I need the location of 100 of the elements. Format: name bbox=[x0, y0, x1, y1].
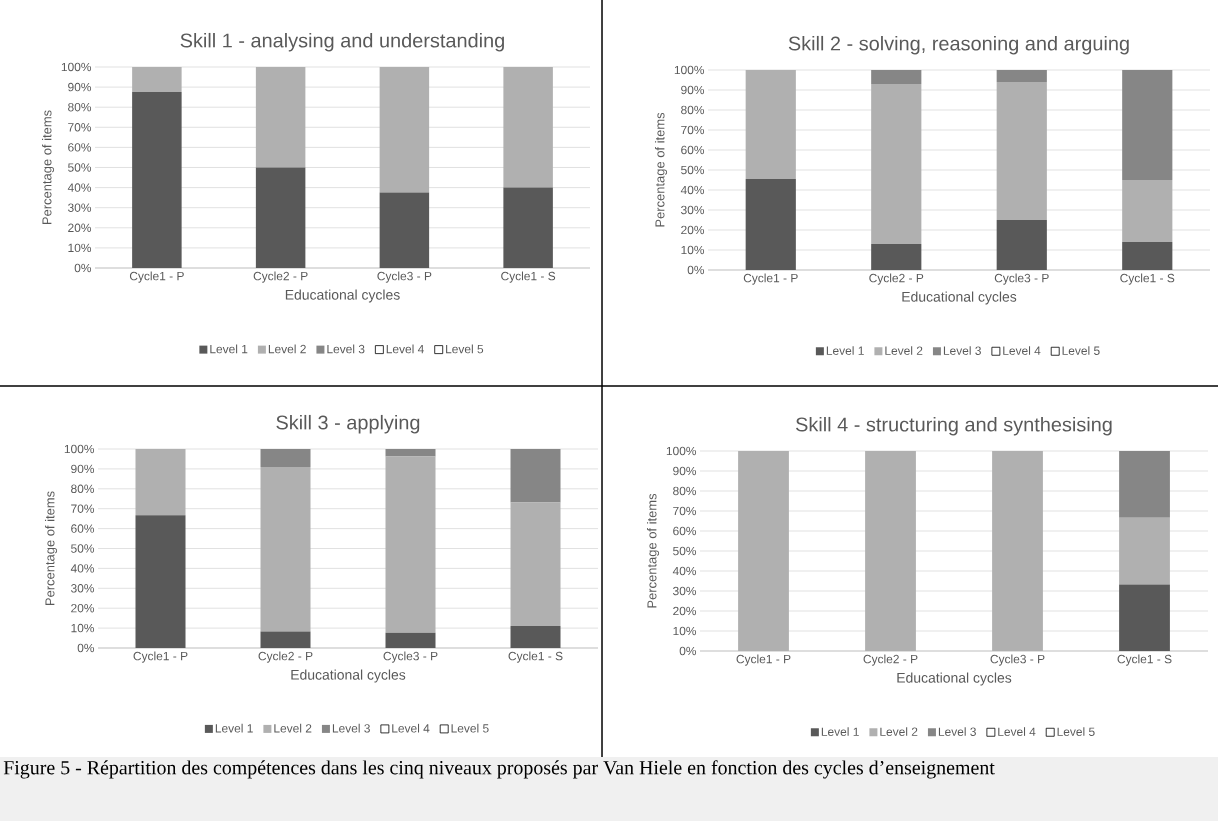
y-tick-label: 40% bbox=[680, 185, 705, 195]
legend-label: Level 2 bbox=[268, 344, 306, 354]
y-tick-label: 90% bbox=[71, 464, 95, 474]
bar bbox=[503, 66, 553, 188]
x-axis-title: Educational cycles bbox=[897, 672, 1012, 686]
legend-label: Level 4 bbox=[392, 723, 430, 733]
bar bbox=[871, 69, 922, 84]
bar bbox=[1122, 241, 1173, 270]
bar bbox=[132, 66, 182, 93]
bar bbox=[1119, 451, 1170, 518]
bar bbox=[871, 83, 922, 244]
y-tick-label: 20% bbox=[681, 225, 705, 235]
bar bbox=[260, 449, 311, 467]
legend-label: Level 5 bbox=[1062, 346, 1100, 355]
legend-label: Level 5 bbox=[446, 344, 484, 354]
y-tick-label: 60% bbox=[71, 524, 95, 533]
bar bbox=[385, 456, 436, 633]
bar bbox=[255, 66, 306, 168]
y-axis-title: Percentage of items bbox=[646, 493, 660, 608]
y-tick-label: 50% bbox=[71, 544, 95, 553]
bar bbox=[260, 631, 311, 648]
y-tick-label: 60% bbox=[673, 526, 697, 536]
y-tick-label: 80% bbox=[71, 484, 95, 494]
legend-label: Level 4 bbox=[998, 727, 1036, 736]
x-tick-label: Cycle3 - P bbox=[990, 654, 1045, 666]
legend-label: Level 1 bbox=[215, 723, 253, 733]
y-tick-label: 60% bbox=[68, 143, 92, 152]
y-tick-label: 90% bbox=[681, 85, 705, 95]
bar bbox=[1119, 517, 1170, 585]
bar bbox=[865, 451, 916, 651]
y-tick-label: 70% bbox=[68, 123, 92, 132]
y-tick-label: 80% bbox=[68, 102, 92, 112]
y-tick-label: 80% bbox=[681, 105, 705, 115]
chart-title: Skill 3 - applying bbox=[276, 414, 420, 434]
bar bbox=[1122, 179, 1173, 242]
bar bbox=[510, 502, 561, 626]
y-tick-label: 100% bbox=[666, 446, 697, 456]
y-tick-label: 30% bbox=[71, 584, 95, 593]
bar bbox=[260, 466, 311, 632]
x-axis-title: Educational cycles bbox=[902, 291, 1017, 305]
chart-title: Skill 1 - analysing and understanding bbox=[180, 32, 504, 52]
legend-label: Level 3 bbox=[938, 727, 976, 736]
x-axis-title: Educational cycles bbox=[291, 669, 406, 683]
y-tick-label: 0% bbox=[687, 265, 705, 275]
bar bbox=[745, 178, 796, 270]
x-tick-label: Cycle1 - P bbox=[129, 271, 184, 283]
x-tick-label: Cycle2 - P bbox=[869, 273, 924, 285]
y-tick-label: 30% bbox=[68, 203, 92, 212]
x-tick-label: Cycle2 - P bbox=[863, 654, 918, 666]
x-tick-label: Cycle1 - P bbox=[736, 654, 791, 666]
bar bbox=[503, 187, 553, 268]
bar bbox=[1119, 584, 1170, 651]
y-tick-label: 50% bbox=[673, 546, 697, 556]
bar bbox=[510, 625, 561, 648]
x-tick-label: Cycle1 - S bbox=[508, 651, 563, 663]
y-tick-label: 10% bbox=[681, 245, 705, 255]
y-tick-label: 0% bbox=[74, 263, 92, 273]
legend-label: Level 3 bbox=[327, 344, 365, 354]
x-tick-label: Cycle3 - P bbox=[994, 273, 1049, 285]
y-tick-label: 0% bbox=[77, 643, 95, 653]
y-tick-label: 100% bbox=[64, 444, 95, 454]
bar bbox=[135, 449, 186, 516]
y-tick-label: 100% bbox=[674, 65, 705, 75]
y-tick-label: 100% bbox=[61, 62, 92, 72]
legend-label: Level 4 bbox=[1003, 346, 1041, 355]
bar bbox=[255, 167, 306, 268]
bar bbox=[996, 219, 1047, 270]
x-tick-label: Cycle2 - P bbox=[258, 651, 313, 663]
y-tick-label: 60% bbox=[681, 145, 705, 155]
y-tick-label: 50% bbox=[681, 165, 705, 175]
x-tick-label: Cycle2 - P bbox=[253, 271, 308, 283]
legend-label: Level 5 bbox=[1057, 727, 1095, 736]
x-tick-label: Cycle1 - S bbox=[501, 271, 556, 283]
x-tick-label: Cycle1 - P bbox=[743, 273, 798, 285]
y-tick-label: 20% bbox=[68, 223, 92, 233]
y-tick-label: 40% bbox=[70, 564, 95, 573]
legend-label: Level 5 bbox=[451, 723, 489, 733]
y-axis-title: Percentage of items bbox=[41, 110, 55, 225]
y-tick-label: 80% bbox=[673, 486, 697, 496]
bar bbox=[992, 451, 1043, 651]
x-tick-label: Cycle3 - P bbox=[377, 271, 432, 283]
x-tick-label: Cycle1 - S bbox=[1117, 654, 1172, 666]
chart-title: Skill 2 - solving, reasoning and arguing bbox=[788, 35, 1129, 55]
y-tick-label: 10% bbox=[673, 626, 697, 636]
bar bbox=[1122, 69, 1173, 180]
x-tick-label: Cycle1 - S bbox=[1120, 273, 1175, 285]
y-tick-label: 20% bbox=[71, 603, 95, 613]
x-axis-title: Educational cycles bbox=[285, 289, 400, 303]
bar bbox=[385, 449, 436, 457]
legend-label: Level 2 bbox=[885, 346, 923, 355]
bar bbox=[745, 69, 796, 179]
y-tick-label: 20% bbox=[673, 606, 697, 616]
legend-label: Level 3 bbox=[332, 723, 370, 733]
bar bbox=[132, 92, 182, 268]
y-tick-label: 50% bbox=[68, 163, 92, 172]
y-tick-label: 30% bbox=[681, 205, 705, 215]
legend-label: Level 1 bbox=[826, 346, 864, 355]
legend-label: Level 2 bbox=[274, 723, 312, 733]
x-tick-label: Cycle3 - P bbox=[383, 651, 438, 663]
bar bbox=[996, 81, 1047, 220]
